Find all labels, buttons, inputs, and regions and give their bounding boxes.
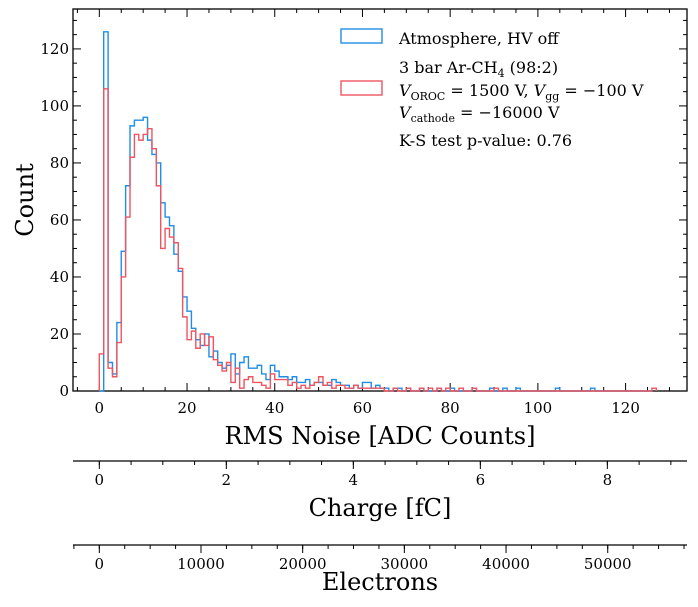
- legend-label-cathode: Vcathode = −16000 V: [399, 103, 560, 125]
- x-tick-label: 100: [524, 399, 553, 417]
- secondary-tick-label: 40000: [482, 555, 530, 573]
- secondary-tick-label: 20000: [279, 555, 327, 573]
- x-tick-label: 60: [353, 399, 372, 417]
- y-tick-label: 20: [50, 325, 69, 343]
- charge-axis-label: Charge [fC]: [309, 494, 452, 522]
- y-tick-label: 40: [50, 268, 69, 286]
- legend-label-gas-mixture: 3 bar Ar-CH4 (98:2): [399, 58, 558, 80]
- secondary-tick-label: 6: [476, 471, 486, 489]
- x-tick-label: 20: [177, 399, 196, 417]
- secondary-tick-label: 10000: [177, 555, 225, 573]
- x-tick-label: 120: [611, 399, 640, 417]
- secondary-tick-label: 0: [95, 471, 105, 489]
- x-axis-ticks: 0 20 40 60 80 100 120: [76, 9, 670, 417]
- x-tick-label: 80: [441, 399, 460, 417]
- secondary-tick-label: 30000: [381, 555, 429, 573]
- secondary-tick-label: 4: [349, 471, 359, 489]
- y-tick-label: 80: [50, 154, 69, 172]
- legend-label-voltages: VOROC = 1500 V, Vgg = −100 V: [399, 81, 644, 103]
- legend-label-atmosphere: Atmosphere, HV off: [398, 29, 560, 48]
- y-axis-ticks: 0 20 40 60 80 100 120: [40, 19, 687, 400]
- ks-test-label: K-S test p-value: 0.76: [399, 131, 572, 150]
- legend-swatch-atmosphere: [340, 28, 383, 44]
- secondary-tick-label: 2: [222, 471, 232, 489]
- legend: Atmosphere, HV off 3 bar Ar-CH4 (98:2) V…: [340, 28, 644, 150]
- x-axis-label: RMS Noise [ADC Counts]: [225, 422, 536, 450]
- y-tick-label: 100: [40, 97, 69, 115]
- plot-frame: [72, 8, 688, 392]
- secondary-tick-label: 8: [603, 471, 613, 489]
- charge-axis-ticks: 0 2 4 6 8: [95, 461, 672, 489]
- y-tick-label: 60: [50, 211, 69, 229]
- secondary-tick-label: 0: [95, 555, 105, 573]
- x-tick-label: 40: [265, 399, 284, 417]
- electrons-axis-ticks: 0 10000 20000 30000 40000 50000: [73, 545, 685, 573]
- y-tick-label: 0: [59, 382, 69, 400]
- secondary-tick-label: 50000: [584, 555, 632, 573]
- histogram-series-argon-methane: [98, 88, 657, 392]
- legend-swatch-argon-methane: [340, 80, 383, 96]
- electrons-axis-label: Electrons: [322, 568, 438, 596]
- x-tick-label: 0: [95, 399, 105, 417]
- y-axis-label: Count: [11, 163, 39, 237]
- y-tick-label: 120: [40, 40, 69, 58]
